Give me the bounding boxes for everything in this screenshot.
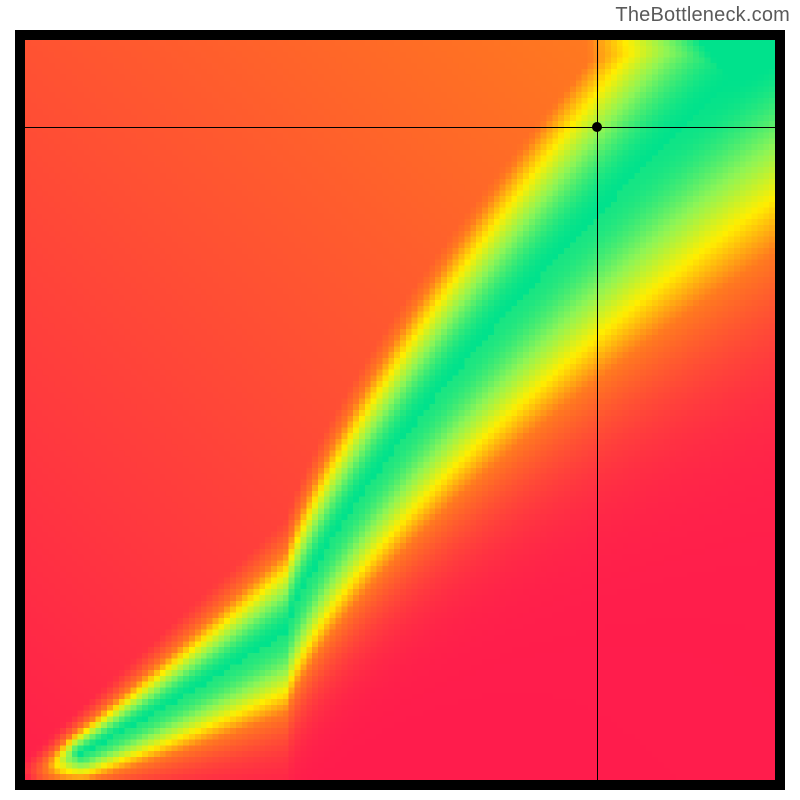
marker-dot: [592, 122, 602, 132]
plot-frame: [15, 30, 785, 790]
bottleneck-heatmap: [25, 40, 775, 780]
watermark-text: TheBottleneck.com: [615, 4, 790, 27]
crosshair-vertical: [597, 40, 598, 780]
crosshair-horizontal: [25, 127, 775, 128]
